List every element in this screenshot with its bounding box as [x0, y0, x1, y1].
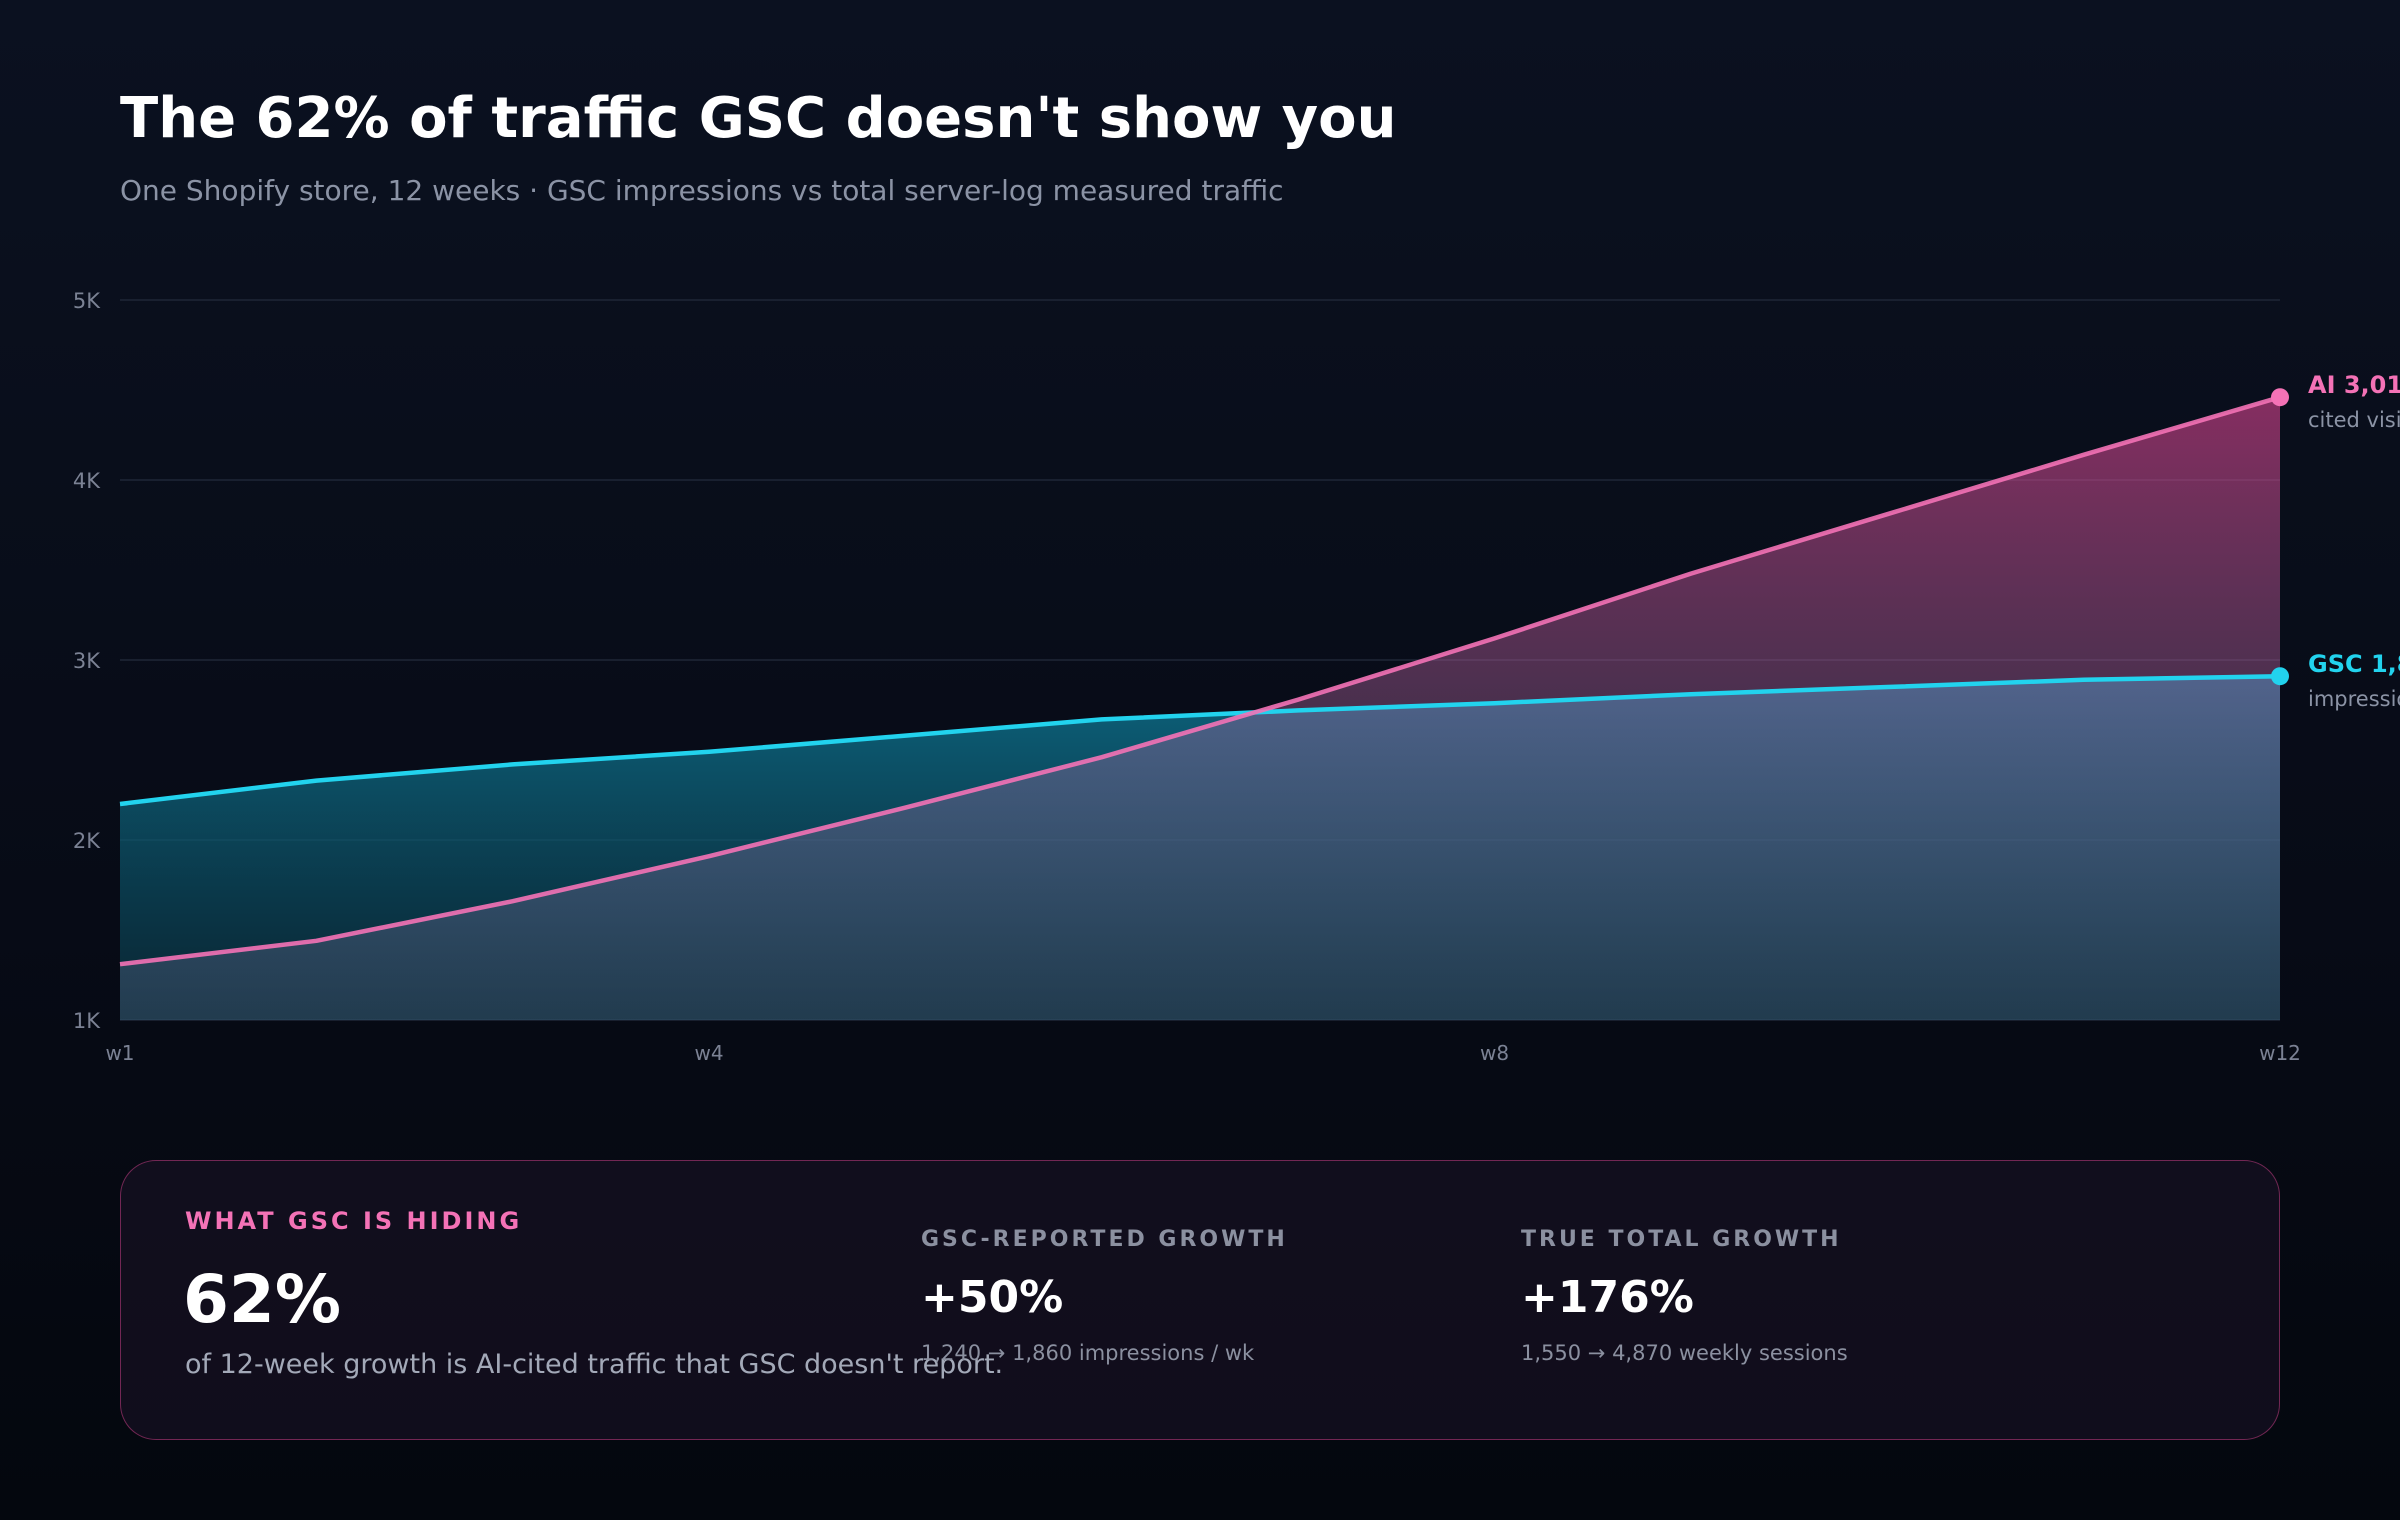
total-growth-detail: 1,550 → 4,870 weekly sessions [1521, 1341, 1848, 1365]
endpoint-ai [2271, 388, 2289, 407]
y-tick-4K: 4K [73, 469, 101, 493]
x-tick-w8: w8 [1480, 1041, 1509, 1065]
hiding-description: of 12-week growth is AI-cited traffic th… [185, 1349, 1004, 1380]
chart-subtitle: One Shopify store, 12 weeks · GSC impres… [120, 174, 1284, 207]
x-tick-w1: w1 [105, 1041, 134, 1065]
chart-title: The 62% of traffic GSC doesn't show you [120, 86, 1397, 151]
traffic-area-chart: 1K 2K 3K 4K 5K w1 w4 w8 w12 GSC 1,860 impressions … [73, 289, 2400, 1065]
end-sublabel-gsc: impressions / wk [2308, 687, 2400, 711]
area-ai [120, 397, 2280, 1020]
y-tick-3K: 3K [73, 649, 101, 673]
end-sublabel-ai: cited visits / wk [2308, 408, 2400, 432]
endpoint-gsc [2271, 667, 2289, 686]
total-growth-label: TRUE TOTAL GROWTH [1521, 1227, 1842, 1252]
line-gsc [119, 673, 2281, 807]
total-growth-stat: TRUE TOTAL GROWTH +176% 1,550 → 4,870 we… [1521, 1227, 1848, 1365]
y-tick-2K: 2K [73, 829, 101, 853]
end-label-ai: AI 3,010 [2308, 371, 2400, 399]
gsc-growth-value: +50% [921, 1272, 1064, 1323]
gsc-growth-stat: GSC-REPORTED GROWTH +50% 1,240 → 1,860 i… [921, 1227, 1288, 1365]
line-ai [119, 395, 2281, 967]
y-tick-1K: 1K [73, 1009, 101, 1033]
x-tick-w12: w12 [2259, 1041, 2301, 1065]
summary-card: WHAT GSC IS HIDING 62% of 12-week growth… [120, 1160, 2280, 1440]
y-tick-5K: 5K [73, 289, 101, 313]
hiding-label: WHAT GSC IS HIDING [185, 1207, 523, 1235]
x-tick-w4: w4 [695, 1041, 724, 1065]
gsc-growth-label: GSC-REPORTED GROWTH [921, 1227, 1288, 1252]
end-label-gsc: GSC 1,860 [2308, 650, 2400, 678]
hiding-value: 62% [183, 1261, 341, 1338]
gsc-growth-detail: 1,240 → 1,860 impressions / wk [921, 1341, 1255, 1365]
total-growth-value: +176% [1521, 1272, 1694, 1323]
